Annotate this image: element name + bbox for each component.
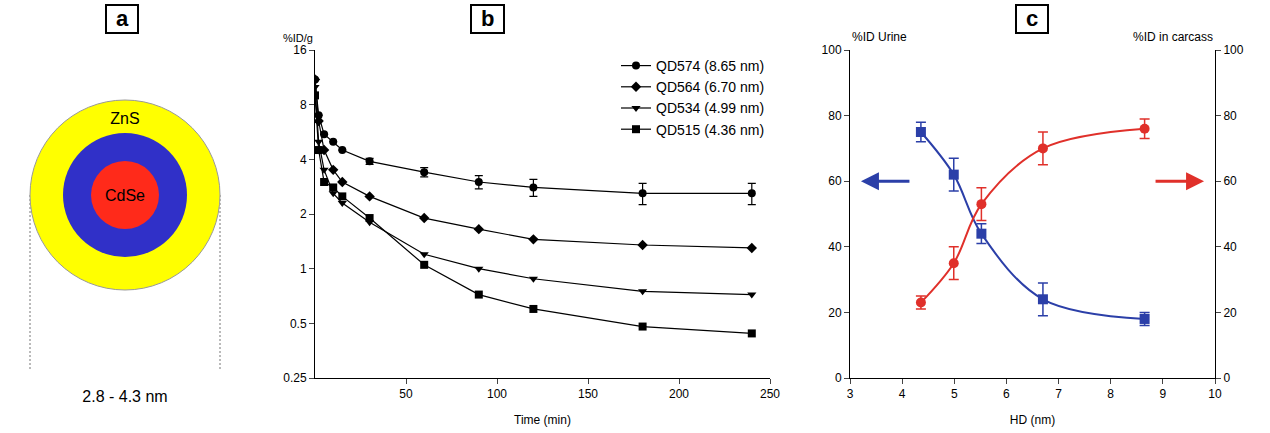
svg-text:0.25: 0.25 [283,371,307,385]
svg-text:10: 10 [1208,387,1222,401]
svg-text:9: 9 [1160,387,1167,401]
svg-text:80: 80 [828,109,842,123]
svg-text:6: 6 [1003,387,1010,401]
html-text:a: a [116,6,129,31]
svg-text:80: 80 [1223,109,1237,123]
svg-text:100: 100 [1223,43,1243,57]
svg-text:QD515 (4.36 nm): QD515 (4.36 nm) [656,122,764,138]
svg-text:4: 4 [300,153,307,167]
svg-text:8: 8 [1107,387,1114,401]
svg-text:2.8 - 4.3 nm: 2.8 - 4.3 nm [82,388,167,405]
svg-text:200: 200 [669,387,689,401]
svg-text:3: 3 [847,387,854,401]
svg-text:Time (min): Time (min) [514,413,571,427]
svg-text:4: 4 [899,387,906,401]
svg-text:250: 250 [760,387,780,401]
svg-text:ZnS: ZnS [110,110,139,127]
svg-text:16: 16 [293,43,307,57]
svg-text:100: 100 [822,43,842,57]
svg-text:100: 100 [487,387,507,401]
html-text:b: b [481,6,495,31]
svg-text:CdSe: CdSe [105,187,145,204]
svg-text:0.5: 0.5 [290,317,307,331]
html-text:c: c [1026,6,1039,31]
svg-text:QD534 (4.99 nm): QD534 (4.99 nm) [656,100,764,116]
svg-text:20: 20 [1223,306,1237,320]
svg-text:60: 60 [1223,174,1237,188]
svg-text:20: 20 [828,306,842,320]
svg-text:1: 1 [300,262,307,276]
svg-text:50: 50 [399,387,413,401]
svg-text:5: 5 [951,387,958,401]
svg-text:8: 8 [300,98,307,112]
svg-text:2: 2 [300,207,307,221]
svg-text:QD564 (6.70 nm): QD564 (6.70 nm) [656,79,764,95]
svg-text:60: 60 [828,174,842,188]
svg-text:%ID/g: %ID/g [283,32,313,44]
svg-text:0: 0 [835,371,842,385]
svg-text:HD (nm): HD (nm) [1010,413,1055,427]
svg-text:40: 40 [828,240,842,254]
svg-text:0: 0 [1223,371,1230,385]
svg-text:%ID in carcass: %ID in carcass [1133,30,1213,44]
svg-text:%ID Urine: %ID Urine [852,30,907,44]
svg-text:QD574 (8.65 nm): QD574 (8.65 nm) [656,58,764,74]
svg-text:7: 7 [1055,387,1062,401]
svg-text:150: 150 [578,387,598,401]
svg-text:40: 40 [1223,240,1237,254]
